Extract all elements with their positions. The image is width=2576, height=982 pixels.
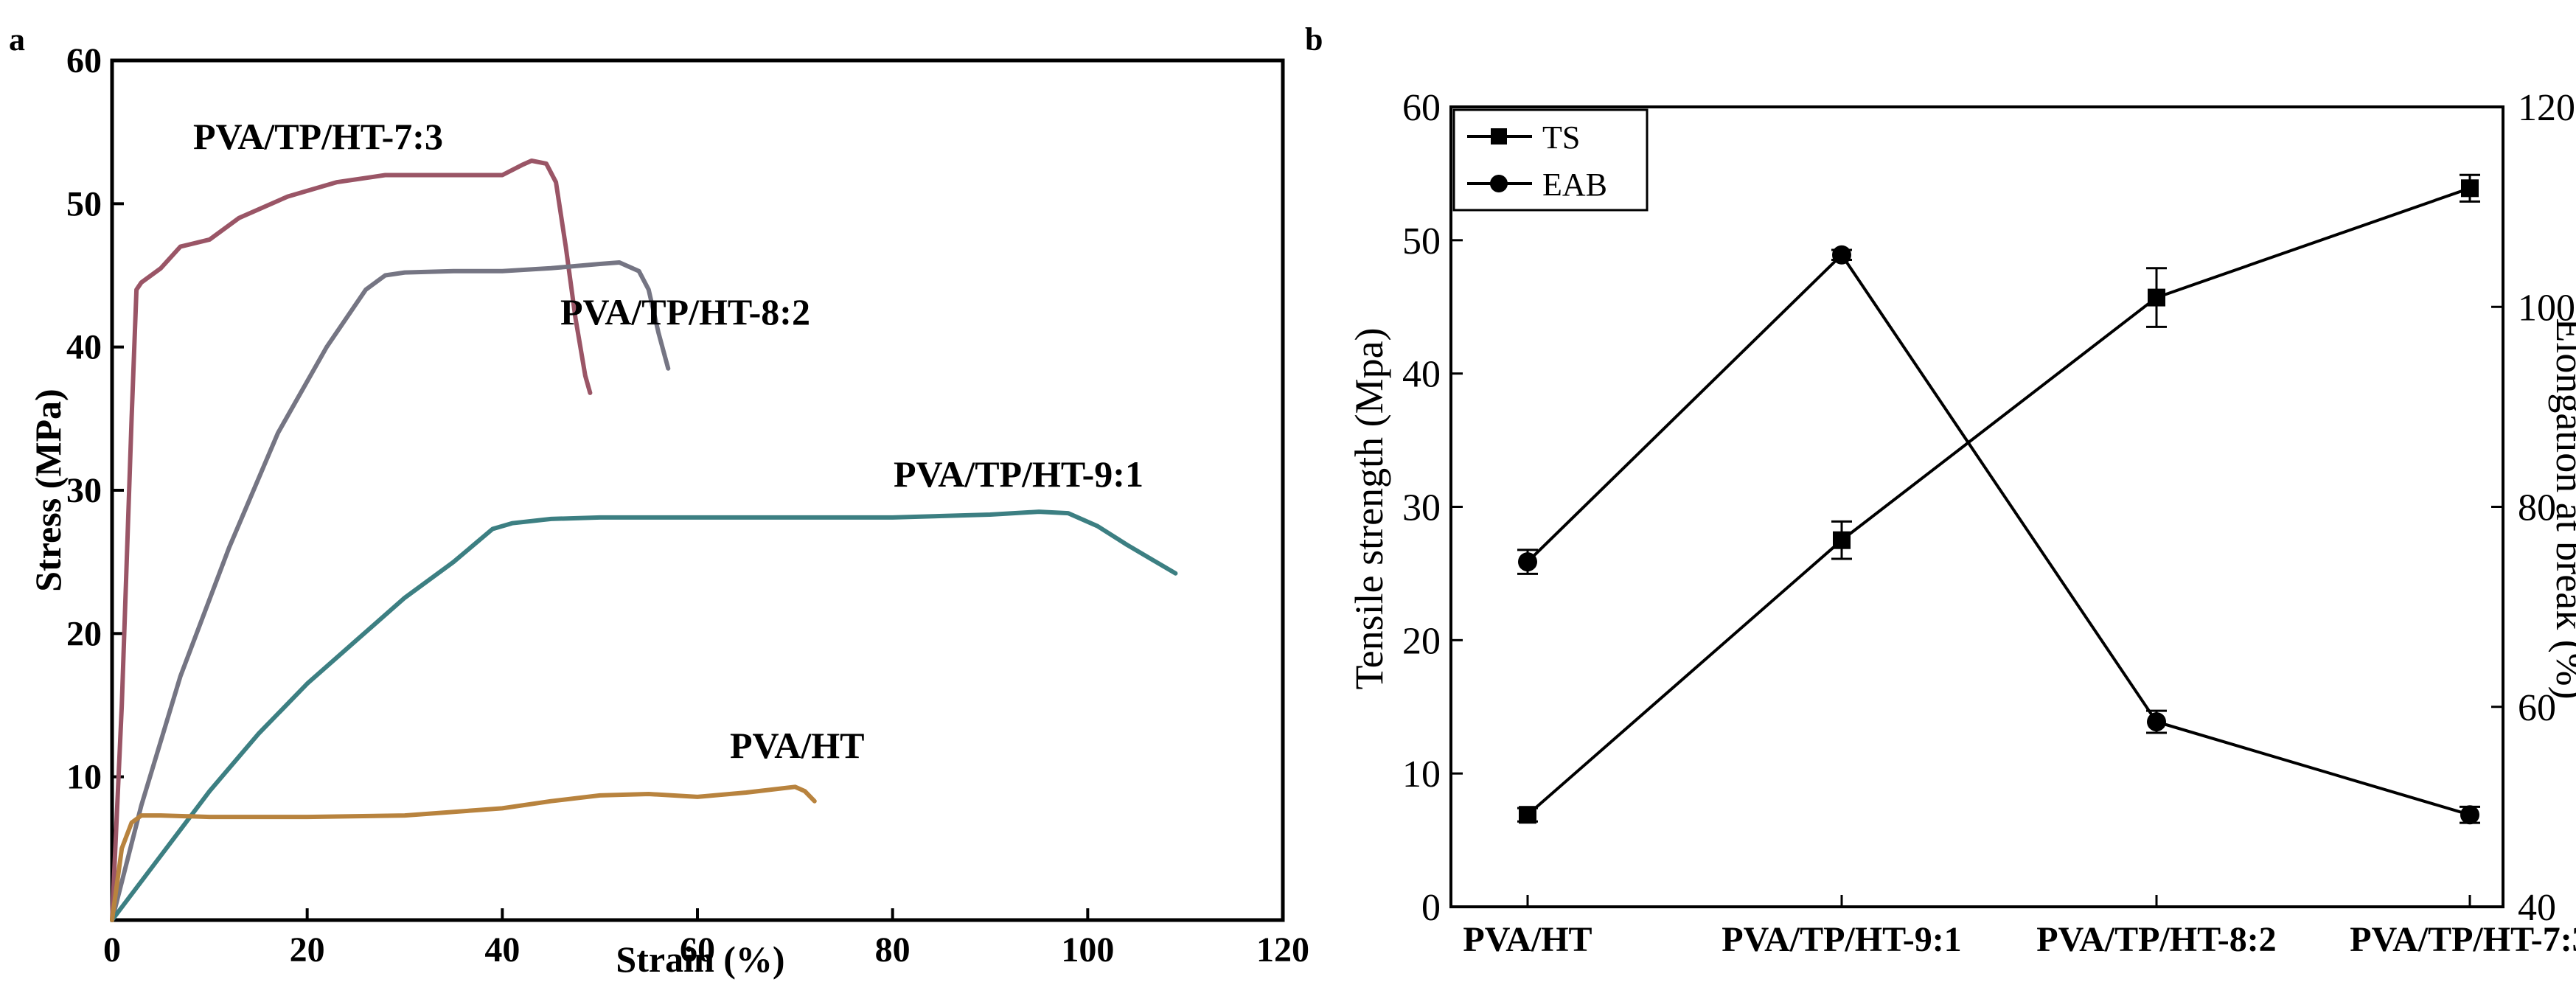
panel-b-label: b bbox=[1305, 21, 1323, 58]
series-line-pva-ht bbox=[110, 784, 817, 922]
plot-frame-b bbox=[1449, 105, 2504, 908]
x-axis-label-a: Strain (%) bbox=[616, 939, 784, 980]
legend-b: TS EAB bbox=[1452, 108, 1649, 212]
point-ts bbox=[1833, 531, 1851, 549]
x-tick-label-a: 40 bbox=[484, 930, 520, 969]
y-tick-label-right-b: 60 bbox=[2518, 687, 2556, 729]
series-label-a: PVA/TP/HT-9:1 bbox=[894, 453, 1143, 495]
legend-label-ts: TS bbox=[1542, 119, 1580, 156]
series-line-pva-tp-ht-7-3 bbox=[110, 159, 593, 922]
y-tick-label-right-b: 120 bbox=[2518, 87, 2575, 129]
y-axis-label-left-b: Tensile strength (Mpa) bbox=[1347, 327, 1391, 689]
y-tick-label-right-b: 80 bbox=[2518, 487, 2556, 529]
x-tick-label-a: 0 bbox=[103, 930, 121, 969]
x-category-label-b: PVA/TP/HT-9:1 bbox=[1722, 920, 1961, 959]
x-tick-label-a: 100 bbox=[1061, 930, 1114, 969]
series-label-a: PVA/HT bbox=[730, 725, 864, 766]
point-ts bbox=[1519, 806, 1536, 824]
series-line-pva-tp-ht-8-2 bbox=[110, 260, 671, 922]
panel-a-label: a bbox=[9, 21, 25, 58]
point-eab bbox=[2147, 712, 2166, 732]
legend-marker-ts bbox=[1491, 128, 1507, 144]
x-category-label-b: PVA/HT bbox=[1463, 920, 1592, 959]
series-label-a: PVA/TP/HT-8:2 bbox=[560, 291, 810, 332]
y-tick-label-left-b: 50 bbox=[1402, 220, 1441, 262]
legend-label-eab: EAB bbox=[1542, 167, 1607, 203]
x-tick-label-a: 60 bbox=[680, 930, 715, 969]
series-label-a: PVA/TP/HT-7:3 bbox=[193, 116, 443, 157]
y-tick-label-a: 20 bbox=[66, 614, 102, 653]
y-tick-label-left-b: 60 bbox=[1402, 87, 1441, 129]
y-tick-label-left-b: 10 bbox=[1402, 753, 1441, 795]
y-tick-label-right-b: 100 bbox=[2518, 287, 2575, 329]
x-tick-label-a: 120 bbox=[1256, 930, 1309, 969]
point-ts bbox=[2148, 288, 2165, 307]
y-axis-label-a: Stress (MPa) bbox=[27, 389, 69, 591]
series-line-pva-tp-ht-9-1 bbox=[110, 509, 1178, 922]
point-ts bbox=[2461, 179, 2479, 198]
y-tick-label-a: 30 bbox=[66, 471, 102, 510]
y-tick-label-left-b: 0 bbox=[1421, 887, 1441, 929]
y-tick-label-a: 60 bbox=[66, 41, 102, 80]
legend-marker-eab bbox=[1490, 175, 1508, 192]
y-tick-label-left-b: 40 bbox=[1402, 354, 1441, 396]
x-category-label-b: PVA/TP/HT-7:3 bbox=[2350, 920, 2576, 959]
y-tick-label-right-b: 40 bbox=[2518, 887, 2556, 929]
point-eab bbox=[2460, 805, 2479, 825]
series-line-eab bbox=[1526, 252, 2471, 817]
y-axis-label-right-b: Elongation at break (%) bbox=[2548, 318, 2576, 699]
y-tick-label-left-b: 30 bbox=[1402, 487, 1441, 529]
point-eab bbox=[1518, 552, 1537, 572]
x-tick-label-a: 80 bbox=[875, 930, 911, 969]
point-eab bbox=[1832, 245, 1851, 265]
y-tick-label-a: 40 bbox=[66, 328, 102, 367]
series-line-ts bbox=[1526, 187, 2471, 816]
x-tick-label-a: 20 bbox=[290, 930, 325, 969]
y-tick-label-left-b: 20 bbox=[1402, 620, 1441, 662]
x-category-label-b: PVA/TP/HT-8:2 bbox=[2036, 920, 2276, 959]
y-tick-label-a: 50 bbox=[66, 184, 102, 223]
legend-box bbox=[1452, 108, 1649, 212]
y-tick-label-a: 10 bbox=[66, 758, 102, 797]
